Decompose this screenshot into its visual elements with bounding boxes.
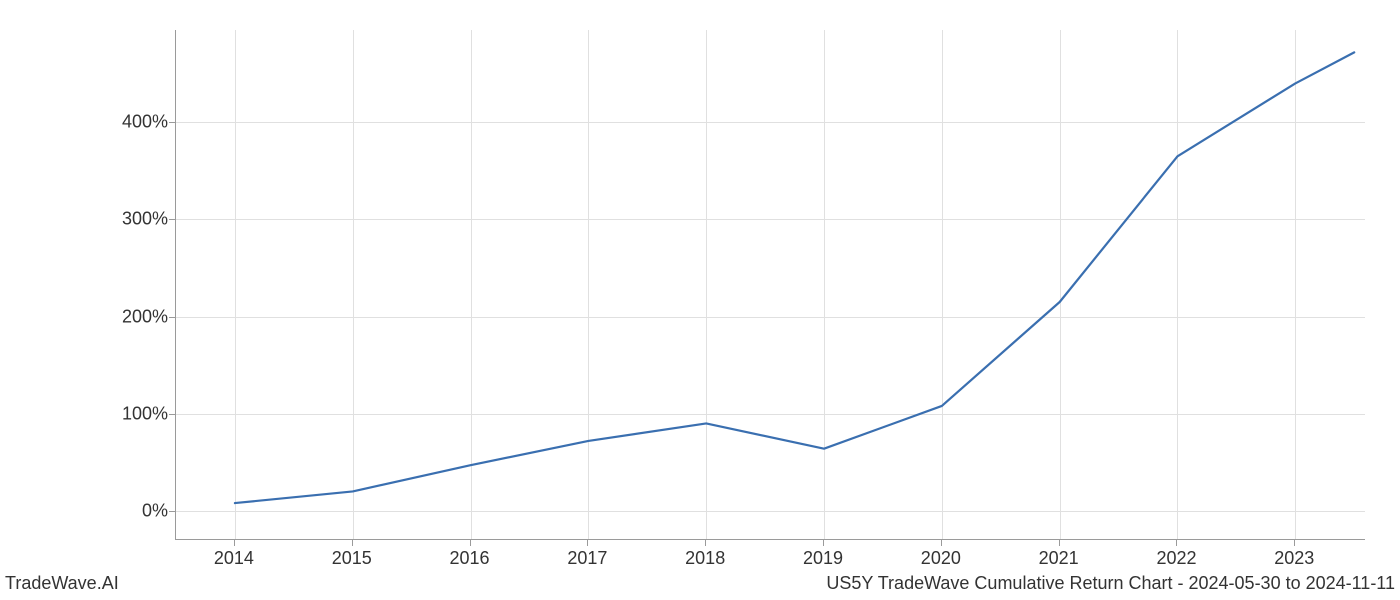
x-tick-mark [1059, 540, 1060, 546]
x-axis-label: 2023 [1274, 548, 1314, 569]
y-tick-mark [169, 219, 175, 220]
y-tick-mark [169, 122, 175, 123]
x-tick-mark [234, 540, 235, 546]
y-axis-label: 200% [122, 306, 168, 327]
x-axis-label: 2018 [685, 548, 725, 569]
x-tick-mark [941, 540, 942, 546]
y-axis-label: 0% [142, 500, 168, 521]
x-tick-mark [823, 540, 824, 546]
x-tick-mark [1294, 540, 1295, 546]
x-tick-mark [470, 540, 471, 546]
x-tick-mark [1176, 540, 1177, 546]
x-axis-label: 2020 [921, 548, 961, 569]
y-axis-label: 400% [122, 112, 168, 133]
x-axis-label: 2021 [1039, 548, 1079, 569]
x-axis-label: 2022 [1156, 548, 1196, 569]
y-axis-label: 100% [122, 403, 168, 424]
watermark-left: TradeWave.AI [5, 573, 119, 594]
x-tick-mark [705, 540, 706, 546]
x-axis-label: 2016 [450, 548, 490, 569]
chart-caption: US5Y TradeWave Cumulative Return Chart -… [826, 573, 1395, 594]
x-axis-label: 2014 [214, 548, 254, 569]
x-axis-label: 2017 [567, 548, 607, 569]
line-chart-svg [176, 30, 1365, 539]
cumulative-return-line [235, 52, 1354, 503]
y-tick-mark [169, 317, 175, 318]
chart-plot-area [175, 30, 1365, 540]
y-tick-mark [169, 414, 175, 415]
x-axis-label: 2015 [332, 548, 372, 569]
y-axis-label: 300% [122, 209, 168, 230]
y-tick-mark [169, 511, 175, 512]
x-axis-label: 2019 [803, 548, 843, 569]
x-tick-mark [587, 540, 588, 546]
x-tick-mark [352, 540, 353, 546]
